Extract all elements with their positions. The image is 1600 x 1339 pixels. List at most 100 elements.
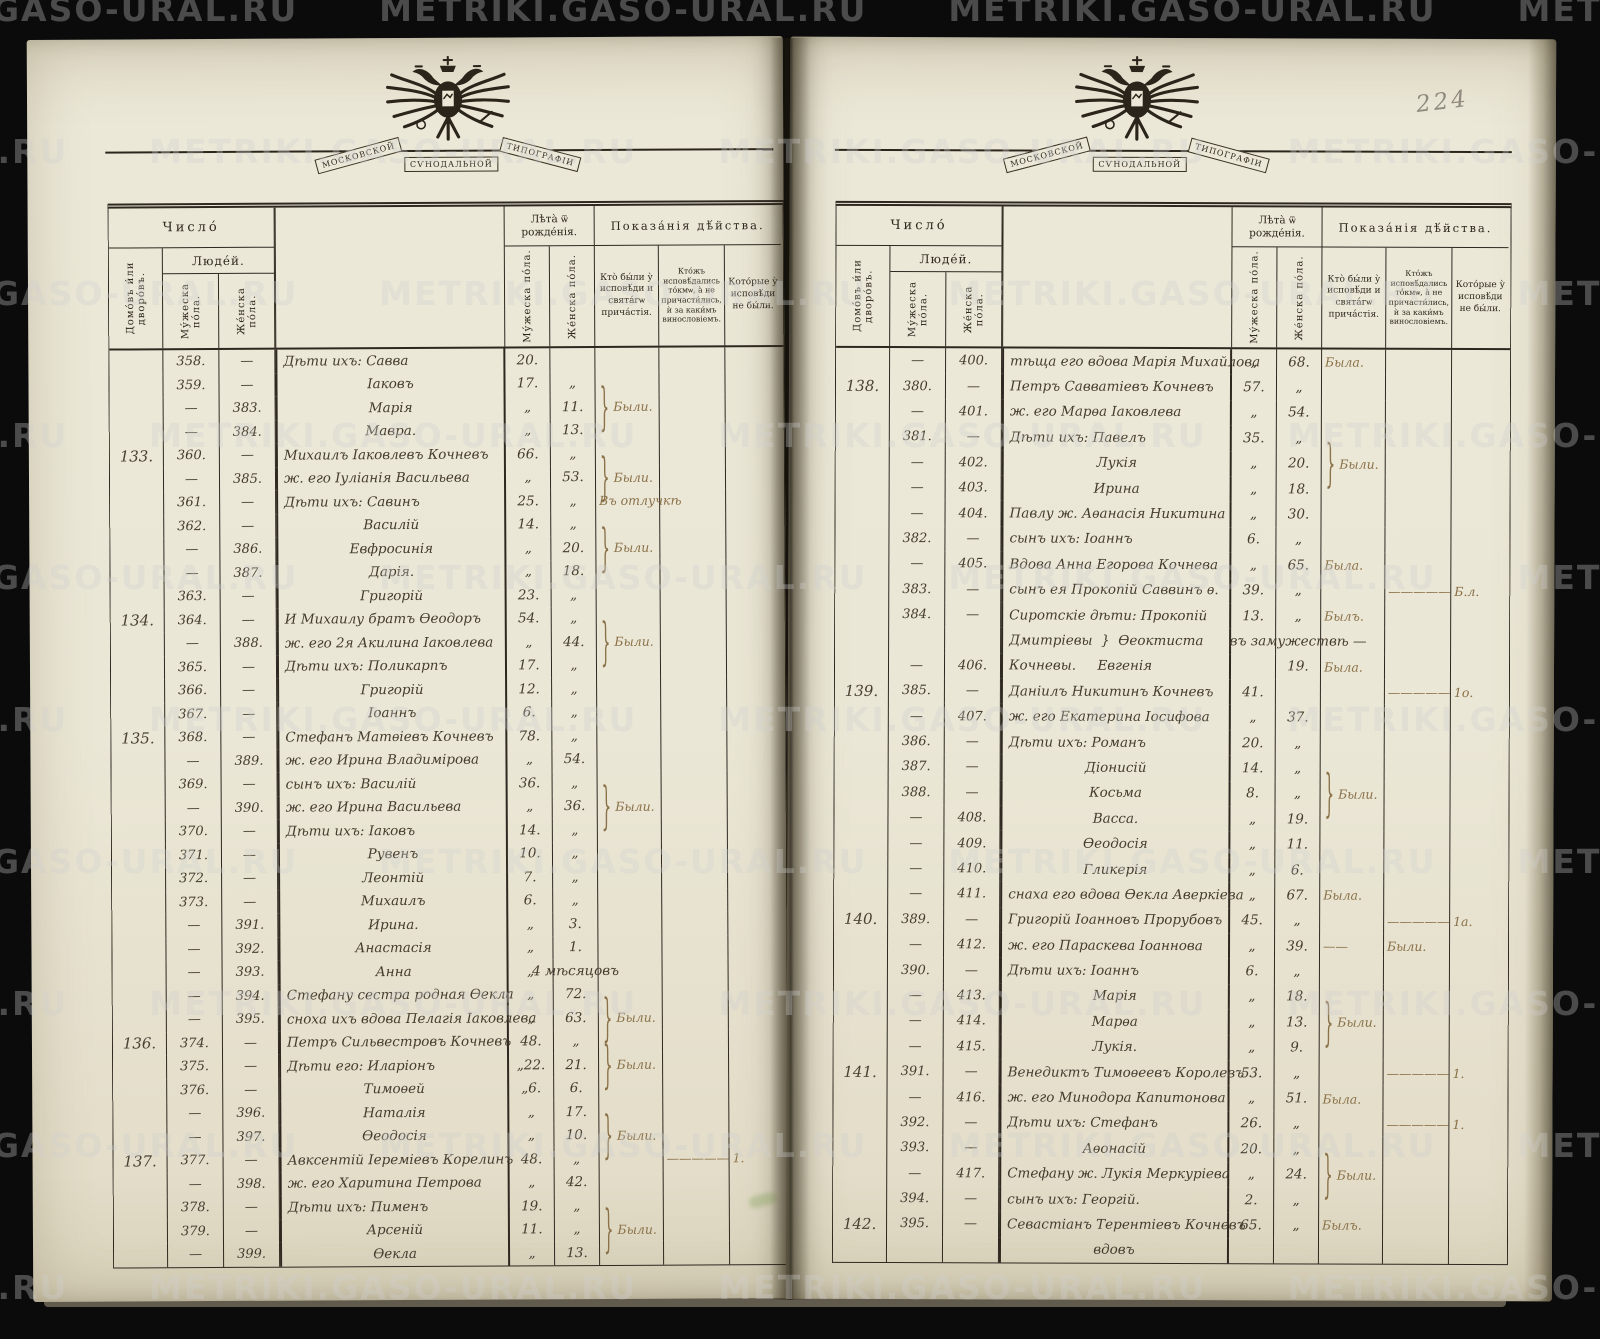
household-number xyxy=(835,550,890,577)
female-number: 392. xyxy=(222,937,279,961)
header-names-column xyxy=(274,206,506,348)
person-name: Лукія. xyxy=(999,1033,1230,1061)
person-name: Косьма xyxy=(1000,780,1231,807)
confession-only-note xyxy=(662,981,729,1006)
ledger-page-left: МОСКОВСКОЙ СѴНОДАЛЬНОЙ ТИПОГРАФІИ Число́… xyxy=(26,36,790,1302)
female-number: 384. xyxy=(219,420,276,444)
household-number xyxy=(835,525,890,552)
confession-note xyxy=(1319,958,1384,985)
header-leta: Лѣта̀ ѿ рожде́нія. xyxy=(1232,207,1323,248)
female-age: „ xyxy=(552,771,598,795)
female-age: „ xyxy=(554,1194,600,1218)
female-age: „ xyxy=(554,1147,600,1171)
header-female-age: Же́нска по́ла. xyxy=(1293,254,1305,340)
female-age: „ xyxy=(552,841,599,866)
absent-note xyxy=(726,418,782,442)
household-number xyxy=(112,937,167,962)
confession-only-note xyxy=(662,958,729,983)
female-number: — xyxy=(944,729,1001,755)
person-name: Петръ Сильвестровъ Кочневъ xyxy=(278,1029,511,1055)
household-number xyxy=(833,1134,888,1161)
male-number: 380. xyxy=(889,373,947,399)
person-name: ж. его Ирина Владимірова xyxy=(277,747,508,773)
male-number: — xyxy=(887,982,944,1009)
ledger-page-right: МОСКОВСКОЙ СѴНОДАЛЬНОЙ ТИПОГРАФІИ 224 Чи… xyxy=(785,36,1557,1302)
male-age: 20. xyxy=(1229,1136,1275,1162)
person-name: ж. его Минодора Капитонова xyxy=(999,1084,1230,1111)
female-age: 37. xyxy=(1275,704,1321,731)
household-number xyxy=(833,1007,888,1034)
person-name: сноха ихъ вдова Пелагія Іаковлева xyxy=(278,1006,536,1032)
female-number: — xyxy=(945,424,1002,450)
female-number: 398. xyxy=(223,1172,280,1196)
confession-note xyxy=(1321,501,1386,528)
male-number: — xyxy=(890,348,947,374)
confession-only-note xyxy=(1385,502,1452,528)
person-name: Аѳонасій xyxy=(999,1135,1230,1162)
absent-note xyxy=(728,817,784,841)
male-age: 45. xyxy=(1230,907,1276,934)
person-name: Венедиктъ Тимоѳеевъ Королевъ xyxy=(999,1059,1244,1086)
household-number: 139. xyxy=(834,677,889,704)
absent-note xyxy=(1451,731,1507,757)
absent-note xyxy=(1452,350,1508,376)
female-age: „ xyxy=(1274,958,1320,985)
household-number xyxy=(833,931,889,958)
header-confessed-only: Кто́жъ исповѣ́дались то́кмѡ, а̀ не прича… xyxy=(658,245,726,346)
absent-note xyxy=(727,676,783,700)
female-age: „ xyxy=(553,1029,600,1054)
person-name: вдовъ xyxy=(998,1237,1230,1264)
household-number xyxy=(112,984,167,1009)
male-number: — xyxy=(889,474,946,501)
female-age: 6. xyxy=(1275,857,1321,883)
person-name: сынъ ихъ: Іоаннъ xyxy=(1001,526,1232,553)
household-number: 134. xyxy=(110,608,165,633)
male-age: „ xyxy=(1231,501,1277,528)
confession-only-note xyxy=(662,1028,730,1053)
confession-only-note: ————— xyxy=(1385,578,1452,604)
absent-note xyxy=(727,629,783,653)
male-age: „ xyxy=(509,1241,556,1265)
confession-note xyxy=(1320,908,1385,934)
household-number xyxy=(113,1078,168,1103)
confession-note xyxy=(598,864,663,889)
household-number xyxy=(835,424,890,450)
person-name: Лукія xyxy=(1001,449,1232,477)
household-number xyxy=(110,514,165,539)
female-age: 13. xyxy=(554,1241,601,1265)
female-age: 11. xyxy=(1275,831,1321,858)
female-age: 39. xyxy=(1274,933,1321,959)
male-age: „ xyxy=(1229,983,1275,1010)
household-number xyxy=(834,754,889,780)
absent-note xyxy=(727,747,783,771)
female-age: „ xyxy=(1276,527,1322,553)
female-age: 67. xyxy=(1275,882,1321,909)
male-age: „ xyxy=(509,1123,555,1148)
confession-only-note xyxy=(1385,603,1452,630)
person-name: Анна xyxy=(278,959,509,985)
confession-note: Были. xyxy=(599,1123,664,1148)
household-number xyxy=(833,957,888,983)
household-number xyxy=(112,890,167,915)
ribbon-segment: ТИПОГРАФІИ xyxy=(499,137,583,173)
male-number: — xyxy=(165,749,222,774)
female-number: 387. xyxy=(220,561,277,585)
absent-note xyxy=(729,1005,785,1029)
confession-only-note xyxy=(661,817,728,842)
male-number: 383. xyxy=(889,576,946,603)
male-age: „ xyxy=(1229,1034,1275,1061)
male-age: „ xyxy=(508,912,554,936)
female-age: 6. xyxy=(554,1076,600,1101)
male-number: 365. xyxy=(164,655,222,680)
female-number: 395. xyxy=(222,1007,279,1032)
person-name: Марія xyxy=(275,395,506,421)
person-name: Вдова Анна Егорова Кочнева xyxy=(1001,551,1232,578)
female-number: 403. xyxy=(945,475,1002,501)
confession-only-note xyxy=(1383,1035,1450,1061)
confession-only-note xyxy=(661,746,728,771)
person-name: ж. его Параскева Іоаннова xyxy=(999,932,1231,959)
male-number: — xyxy=(889,398,946,425)
header-absent: Кото́рые у̀ исповѣ́ди не бы́ли. xyxy=(1455,280,1505,314)
emblem-ribbon: МОСКОВСКОЙ СѴНОДАЛЬНОЙ ТИПОГРАФІИ xyxy=(313,136,583,175)
